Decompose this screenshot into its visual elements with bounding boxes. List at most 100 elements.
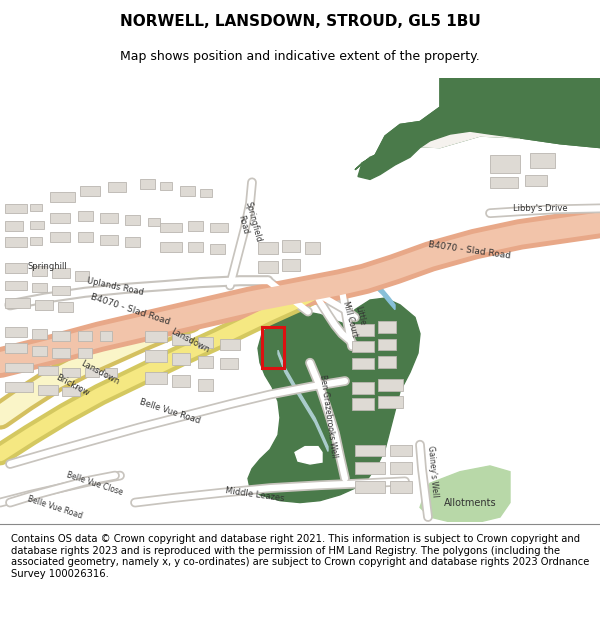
Bar (75, 271, 89, 281)
Bar (258, 242, 278, 254)
Text: Springhill: Springhill (28, 262, 68, 271)
Bar (200, 189, 212, 197)
Text: B4070 - Slad Road: B4070 - Slad Road (428, 239, 512, 260)
Text: Springfield
Road: Springfield Road (233, 200, 263, 246)
Bar (198, 356, 213, 367)
Bar (100, 213, 118, 223)
Polygon shape (395, 231, 600, 273)
Bar (220, 358, 238, 369)
Bar (78, 211, 93, 221)
Bar (5, 221, 23, 231)
Bar (35, 300, 53, 309)
Text: Middle Leazes: Middle Leazes (225, 486, 285, 504)
Bar (105, 368, 117, 377)
Text: Belle Vue Road: Belle Vue Road (139, 397, 202, 425)
Text: Contains OS data © Crown copyright and database right 2021. This information is : Contains OS data © Crown copyright and d… (11, 534, 589, 579)
Polygon shape (400, 128, 520, 148)
Bar (378, 339, 396, 350)
Bar (262, 327, 284, 367)
Bar (62, 387, 80, 396)
Bar (160, 223, 182, 232)
Bar (188, 242, 203, 252)
Bar (52, 268, 70, 278)
Bar (80, 186, 100, 196)
Bar (145, 331, 167, 342)
Bar (172, 375, 190, 387)
Bar (38, 366, 58, 375)
Polygon shape (278, 350, 328, 451)
Bar (145, 372, 167, 384)
Bar (5, 238, 27, 247)
Bar (5, 382, 33, 392)
Text: Gainey's Well: Gainey's Well (426, 446, 440, 498)
Bar (355, 481, 385, 493)
Bar (180, 186, 195, 196)
Bar (148, 218, 160, 226)
Bar (378, 356, 396, 367)
Bar (305, 242, 320, 254)
Bar (210, 244, 225, 254)
Bar (352, 398, 374, 410)
Bar (352, 382, 374, 394)
Bar (378, 379, 403, 391)
Bar (390, 481, 412, 493)
Bar (5, 263, 27, 273)
Bar (32, 266, 47, 276)
Bar (145, 350, 167, 362)
Bar (52, 286, 70, 295)
Bar (78, 348, 92, 358)
Bar (32, 346, 47, 356)
Bar (525, 174, 547, 186)
Bar (85, 368, 99, 377)
Polygon shape (248, 298, 420, 503)
Bar (125, 238, 140, 247)
Bar (530, 153, 555, 168)
Bar (355, 445, 385, 456)
Bar (198, 379, 213, 391)
Bar (50, 192, 75, 202)
Bar (5, 327, 27, 337)
Polygon shape (355, 78, 600, 170)
Bar (390, 462, 412, 474)
Bar (160, 242, 182, 252)
Bar (125, 215, 140, 225)
Text: Map shows position and indicative extent of the property.: Map shows position and indicative extent… (120, 50, 480, 62)
Polygon shape (355, 266, 395, 309)
Text: Uplands Road: Uplands Road (86, 276, 144, 297)
Bar (140, 179, 155, 189)
Bar (258, 261, 278, 273)
Bar (172, 353, 190, 364)
Bar (52, 348, 70, 358)
Text: B4070 - Slad Road: B4070 - Slad Road (89, 292, 171, 327)
Bar (5, 362, 33, 372)
Bar (378, 396, 403, 408)
Bar (198, 337, 213, 348)
Bar (5, 281, 27, 291)
Bar (38, 385, 58, 394)
Bar (352, 341, 374, 352)
Bar (32, 282, 47, 292)
Bar (50, 232, 70, 242)
Polygon shape (295, 447, 322, 464)
Bar (78, 331, 92, 341)
Bar (30, 221, 44, 229)
Bar (78, 232, 93, 242)
Bar (220, 339, 240, 350)
Bar (282, 259, 300, 271)
Bar (52, 331, 70, 341)
Bar (378, 321, 396, 332)
Bar (188, 221, 203, 231)
Polygon shape (420, 466, 510, 522)
Text: Allotments: Allotments (443, 498, 496, 508)
Bar (58, 302, 73, 312)
Bar (490, 176, 518, 188)
Bar (210, 223, 228, 232)
Bar (100, 331, 112, 341)
Bar (5, 298, 30, 308)
Bar (30, 204, 42, 211)
Bar (352, 358, 374, 369)
Text: Belle Vue Road: Belle Vue Road (26, 494, 83, 521)
Text: Ben Grazebrooks Well: Ben Grazebrooks Well (318, 374, 338, 458)
Bar (352, 324, 374, 336)
Bar (62, 368, 80, 377)
